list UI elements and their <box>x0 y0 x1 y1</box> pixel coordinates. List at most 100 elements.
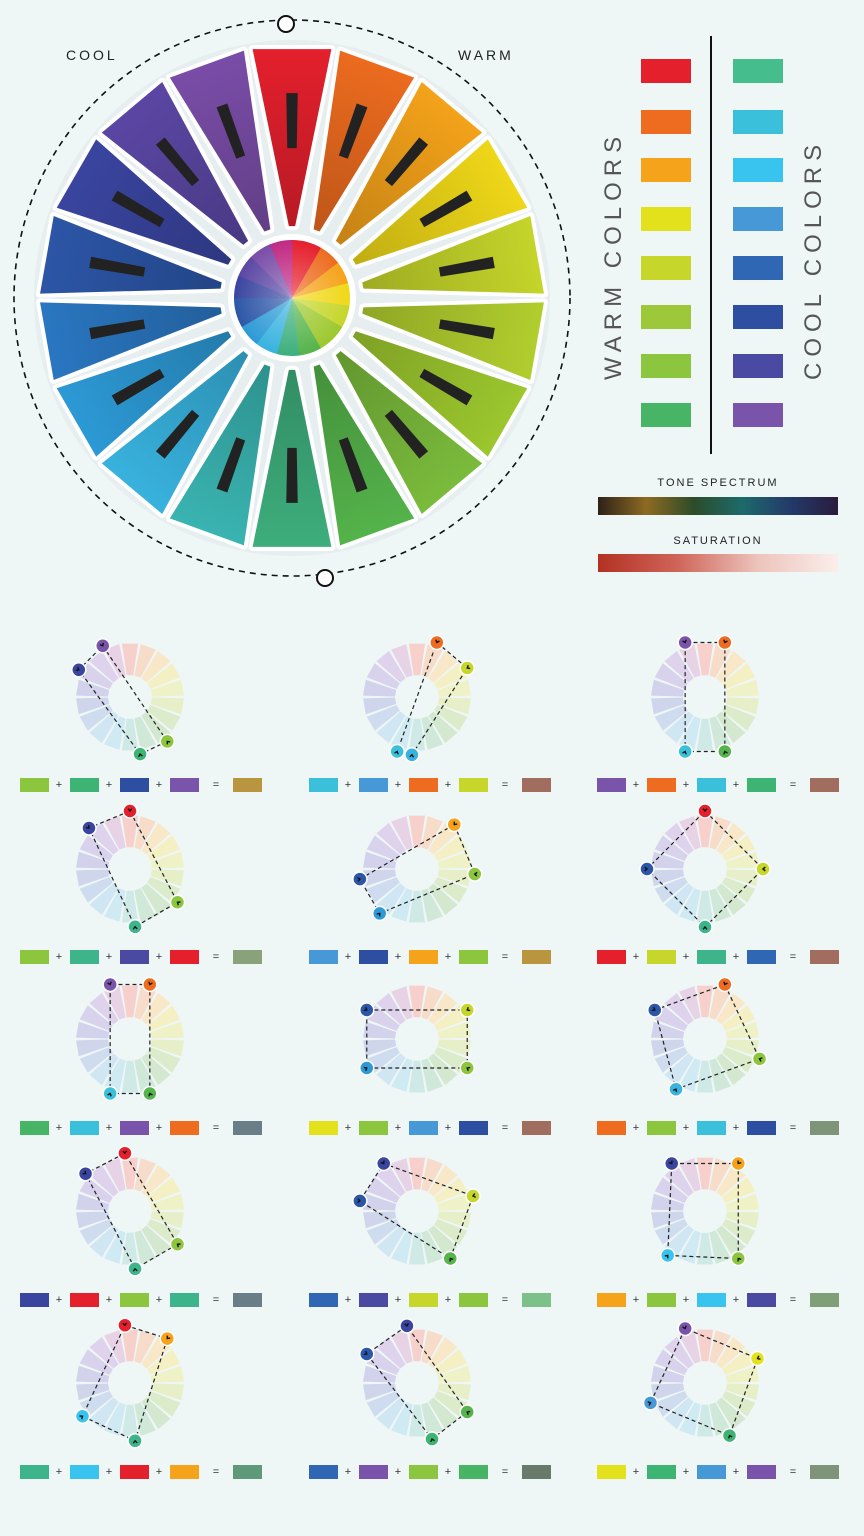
marker-chevron-icon <box>107 981 112 986</box>
marker-chevron-icon <box>79 1415 84 1420</box>
marker-chevron-icon <box>682 750 687 755</box>
combo-swatch <box>70 778 99 792</box>
mini-wheel-segment <box>709 1330 731 1364</box>
mini-wheel-segment <box>391 1230 413 1264</box>
mini-wheel-segment <box>104 716 126 750</box>
mini-wheel-segment <box>709 1158 731 1192</box>
combo-swatch <box>309 950 338 964</box>
combo-result-swatch <box>522 1465 551 1479</box>
marker-chevron-icon <box>363 1006 368 1012</box>
combo-swatch <box>20 1293 49 1307</box>
mini-wheel-segment <box>76 1211 110 1229</box>
combo-swatch <box>359 1121 388 1135</box>
mini-wheel-segment <box>89 1225 119 1258</box>
marker-chevron-icon <box>122 1322 128 1327</box>
orbit-handle-bottom[interactable] <box>316 569 334 587</box>
combo-result-swatch <box>810 778 839 792</box>
mini-wheel-segment <box>434 1391 468 1417</box>
combo-result-swatch <box>233 950 262 964</box>
mini-wheel-segment <box>716 1397 746 1430</box>
mini-wheel-segment <box>150 1021 184 1039</box>
mini-wheel-segment <box>89 992 119 1025</box>
combo-swatch <box>359 1465 388 1479</box>
orbit-handle-top[interactable] <box>277 15 295 33</box>
mini-wheel-segment <box>104 1058 126 1092</box>
combo-swatch <box>647 1465 676 1479</box>
mini-wheel-segment <box>408 815 426 848</box>
combo-swatch <box>20 1465 49 1479</box>
mini-wheel-segment <box>391 716 413 750</box>
combo-swatch <box>697 1121 726 1135</box>
mini-wheel-segment <box>651 1021 685 1039</box>
combo-swatch <box>309 1121 338 1135</box>
equals-sign: = <box>501 1122 509 1134</box>
combo-swatch <box>697 950 726 964</box>
mini-wheel-segment <box>141 1053 171 1086</box>
combo-swatch <box>70 1465 99 1479</box>
mini-wheel-segment <box>428 1397 458 1430</box>
marker-chevron-icon <box>466 1410 471 1416</box>
equals-sign: = <box>789 1122 797 1134</box>
mini-wheel-segment <box>725 1039 759 1057</box>
combo-swatch <box>170 778 199 792</box>
combo-swatch <box>697 1465 726 1479</box>
plus-sign: + <box>682 1294 690 1306</box>
segment-handle <box>419 190 473 228</box>
combo-swatch <box>409 1293 438 1307</box>
marker-chevron-icon <box>166 740 171 745</box>
mini-wheel-segment <box>104 644 126 678</box>
combo-result-swatch <box>233 1121 262 1135</box>
marker-chevron-icon <box>466 1006 471 1012</box>
plus-sign: + <box>632 779 640 791</box>
marker-chevron-icon <box>430 1437 435 1443</box>
segment-handle <box>438 256 495 277</box>
marker-chevron-icon <box>466 1066 471 1072</box>
plus-sign: + <box>394 1294 402 1306</box>
mini-wheel-segment <box>141 650 171 683</box>
marker-chevron-icon <box>737 1257 742 1262</box>
mini-wheel-segment <box>391 1330 413 1364</box>
wheel-segment <box>40 302 222 381</box>
plus-sign: + <box>444 951 452 963</box>
mini-wheel-segment <box>679 1058 701 1092</box>
plus-sign: + <box>394 1466 402 1478</box>
equals-sign: = <box>789 951 797 963</box>
mini-wheel-segment <box>121 1232 139 1265</box>
marker-chevron-icon <box>647 1401 652 1406</box>
mini-color-wheel <box>76 976 184 1102</box>
plus-sign: + <box>632 1466 640 1478</box>
plus-sign: + <box>732 1122 740 1134</box>
mini-wheel-segment <box>654 1391 688 1417</box>
mini-wheel-segment <box>654 835 688 861</box>
mini-wheel-segment <box>147 1349 181 1375</box>
mini-wheel-segment <box>147 705 181 731</box>
mini-color-wheel <box>363 634 475 763</box>
marker-chevron-icon <box>651 1006 656 1012</box>
mini-wheel-segment <box>722 1047 756 1073</box>
wheel-segment <box>56 331 232 457</box>
mini-wheel-segment <box>722 1177 756 1203</box>
mini-wheel-segment <box>722 663 756 689</box>
mini-wheel-segment <box>147 877 181 903</box>
plus-sign: + <box>632 1122 640 1134</box>
mini-wheel-segment <box>376 711 406 744</box>
color-wheel <box>13 15 571 587</box>
mini-wheel-segment <box>421 1402 443 1436</box>
plus-sign: + <box>105 779 113 791</box>
mini-wheel-segment <box>709 888 731 922</box>
plus-sign: + <box>155 1466 163 1478</box>
wheel-segment <box>313 50 415 232</box>
harmony-outline <box>88 810 179 928</box>
plus-sign: + <box>55 951 63 963</box>
mini-wheel-segment <box>434 1005 468 1031</box>
plus-sign: + <box>444 779 452 791</box>
segment-handle <box>286 447 298 503</box>
mini-wheel-segment <box>679 716 701 750</box>
segment-handle <box>338 103 368 159</box>
mini-wheel-segment <box>679 644 701 678</box>
marker-chevron-icon <box>737 1160 742 1165</box>
mini-wheel-segment <box>651 1193 685 1211</box>
mini-wheel-segment <box>391 1058 413 1092</box>
marker-chevron-icon <box>75 666 80 672</box>
mini-wheel-segment <box>134 1158 156 1192</box>
